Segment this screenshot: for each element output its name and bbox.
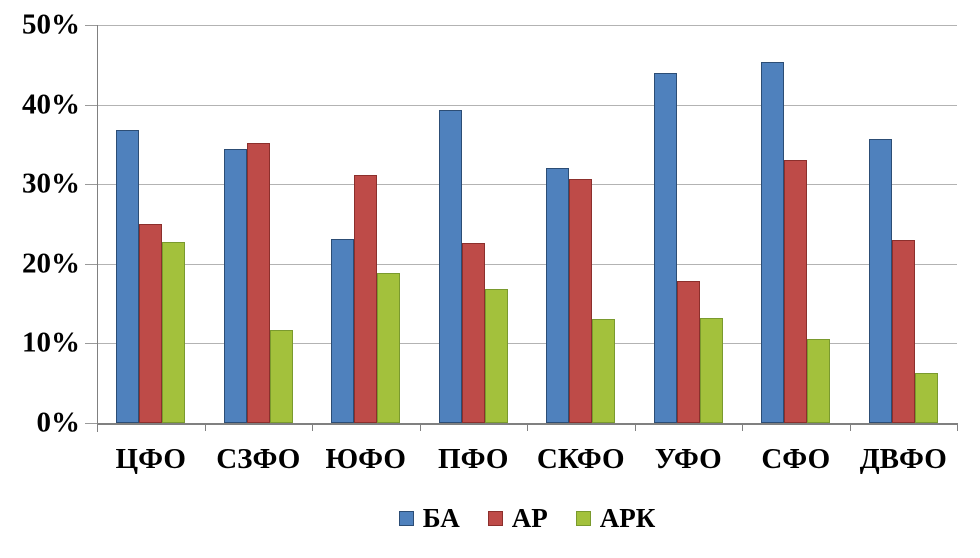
bar-БА-ПФО bbox=[438, 110, 462, 423]
bar-БА-СКФО bbox=[546, 168, 570, 423]
x-axis-label: ЦФО bbox=[115, 443, 186, 475]
x-axis-tick bbox=[634, 425, 636, 431]
bar-АР-ПФО bbox=[461, 243, 485, 423]
legend-swatch-icon bbox=[487, 511, 503, 526]
x-axis-label: ПФО bbox=[438, 443, 509, 475]
x-axis-label: УФО bbox=[654, 443, 722, 475]
legend-swatch-icon bbox=[398, 511, 414, 526]
legend-label: БА bbox=[422, 503, 460, 533]
bar-БА-УФО bbox=[653, 72, 677, 423]
legend-item-БА: БА bbox=[398, 503, 460, 533]
gridline bbox=[97, 104, 957, 106]
gridline bbox=[97, 263, 957, 265]
y-axis-label: 20% bbox=[22, 247, 80, 280]
bar-БА-ДВФО bbox=[868, 138, 892, 423]
x-axis-label: СЗФО bbox=[216, 443, 301, 475]
bar-АРК-СЗФО bbox=[269, 329, 293, 423]
legend-swatch-icon bbox=[575, 511, 591, 526]
y-axis-label: 0% bbox=[36, 406, 81, 439]
legend-label: АРК bbox=[599, 503, 656, 533]
x-axis-line bbox=[97, 423, 958, 425]
y-axis-label: 30% bbox=[22, 167, 80, 200]
bar-АР-ЮФО bbox=[354, 174, 378, 423]
gridline bbox=[97, 343, 957, 345]
x-axis-tick bbox=[957, 425, 958, 431]
y-axis-tick bbox=[85, 263, 97, 265]
bar-АРК-СКФО bbox=[592, 318, 616, 423]
legend-item-АР: АР bbox=[487, 503, 548, 533]
x-axis-tick bbox=[97, 425, 98, 431]
x-axis-tick bbox=[849, 425, 851, 431]
y-axis-tick bbox=[85, 184, 97, 186]
bar-БА-ЦФО bbox=[116, 130, 140, 423]
y-axis-label: 50% bbox=[22, 8, 80, 41]
bar-БА-ЮФО bbox=[331, 239, 355, 423]
legend-label: АР bbox=[511, 503, 548, 533]
x-axis-label: СКФО bbox=[536, 443, 625, 475]
bar-АР-СФО bbox=[784, 160, 808, 423]
bar-БА-СФО bbox=[761, 62, 785, 423]
y-axis-tick bbox=[85, 104, 97, 106]
x-axis-label: ЮФО bbox=[325, 443, 406, 475]
bar-АР-ЦФО bbox=[139, 224, 163, 423]
x-axis-tick bbox=[419, 425, 421, 431]
bar-АРК-ДВФО bbox=[914, 372, 938, 423]
x-axis-tick bbox=[312, 425, 313, 431]
bar-АРК-СФО bbox=[807, 338, 831, 423]
gridline bbox=[97, 25, 957, 26]
legend-item-АРК: АРК bbox=[575, 503, 656, 533]
bar-АР-СКФО bbox=[569, 179, 593, 423]
bar-АР-ДВФО bbox=[891, 239, 915, 423]
y-axis-tick bbox=[85, 423, 97, 424]
y-axis-line bbox=[97, 25, 98, 432]
x-axis-label: ДВФО bbox=[859, 443, 947, 475]
bar-АРК-ЦФО bbox=[162, 241, 186, 423]
bar-АР-УФО bbox=[676, 281, 700, 423]
legend: БА АР АРК bbox=[97, 505, 957, 532]
bar-БА-СЗФО bbox=[223, 149, 247, 423]
bar-АР-СЗФО bbox=[246, 142, 270, 423]
bar-АРК-ЮФО bbox=[377, 272, 401, 423]
x-axis-label: СФО bbox=[761, 443, 831, 475]
y-axis-tick bbox=[85, 25, 97, 26]
y-axis-label: 10% bbox=[22, 326, 80, 359]
y-axis-tick bbox=[85, 343, 97, 345]
bar-АРК-ПФО bbox=[484, 289, 508, 423]
gridline bbox=[97, 184, 957, 186]
x-axis-tick bbox=[527, 425, 528, 431]
x-axis-tick bbox=[742, 425, 743, 431]
x-axis-tick bbox=[204, 425, 206, 431]
y-axis-label: 40% bbox=[22, 88, 80, 121]
bar-АРК-УФО bbox=[699, 317, 723, 423]
